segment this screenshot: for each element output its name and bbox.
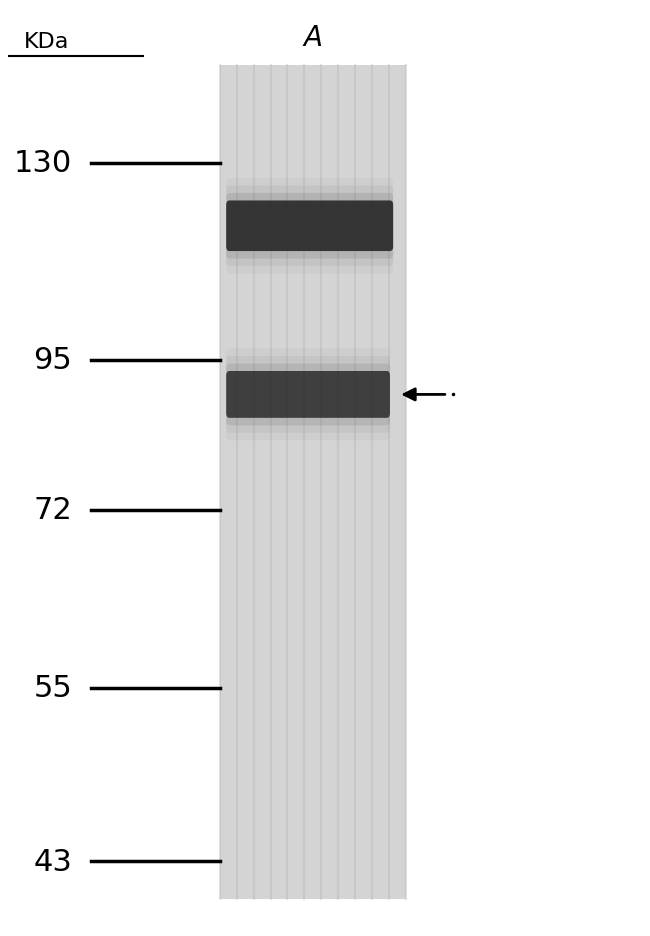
FancyBboxPatch shape (226, 372, 390, 418)
Text: 72: 72 (33, 496, 72, 524)
Text: 43: 43 (33, 847, 72, 875)
FancyBboxPatch shape (226, 186, 393, 267)
FancyBboxPatch shape (226, 357, 390, 433)
FancyBboxPatch shape (226, 194, 393, 259)
Text: 55: 55 (33, 674, 72, 702)
FancyBboxPatch shape (226, 364, 390, 426)
Text: KDa: KDa (23, 32, 69, 51)
Text: A: A (304, 23, 322, 51)
FancyBboxPatch shape (226, 201, 393, 252)
Text: 130: 130 (14, 150, 72, 178)
Bar (220, 66, 406, 899)
Text: 95: 95 (33, 346, 72, 374)
